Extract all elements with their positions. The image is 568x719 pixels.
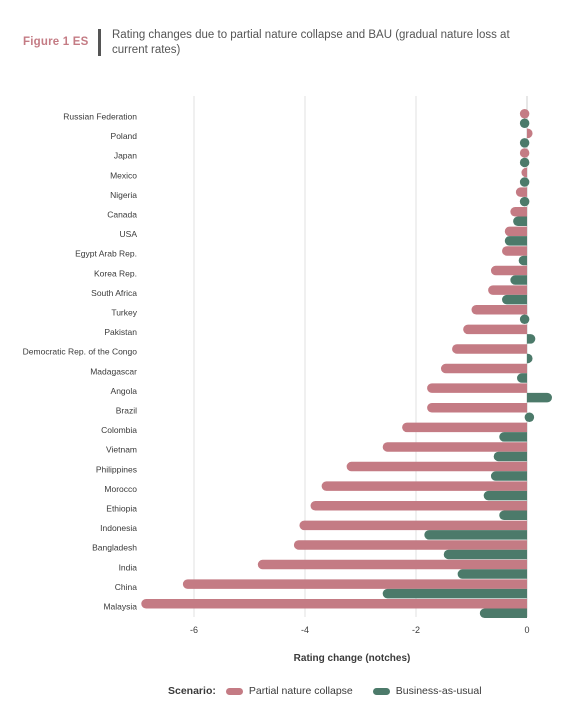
category-label: Morocco bbox=[104, 484, 137, 494]
bar-business-as-usual bbox=[527, 392, 552, 403]
bar-partial-nature-collapse bbox=[427, 383, 527, 393]
category-label: Russian Federation bbox=[63, 112, 137, 122]
bar-partial-nature-collapse bbox=[346, 461, 527, 472]
bar-business-as-usual bbox=[510, 275, 527, 285]
bar-partial-nature-collapse bbox=[299, 520, 527, 531]
category-label: USA bbox=[120, 229, 138, 239]
category-label: Japan bbox=[114, 151, 137, 161]
bar-business-as-usual bbox=[502, 294, 527, 305]
category-label: Egypt Arab Rep. bbox=[75, 249, 137, 259]
bar-partial-nature-collapse bbox=[321, 481, 527, 491]
bar-business-as-usual bbox=[517, 373, 527, 383]
bar-business-as-usual bbox=[519, 138, 530, 148]
bar-business-as-usual bbox=[490, 471, 527, 481]
category-label: Malaysia bbox=[103, 602, 137, 612]
bar-partial-nature-collapse bbox=[402, 422, 527, 433]
category-label: Vietnam bbox=[106, 445, 137, 455]
bar-business-as-usual bbox=[513, 216, 527, 226]
x-axis-title: Rating change (notches) bbox=[294, 653, 411, 664]
x-tick-label: -2 bbox=[412, 625, 420, 635]
x-tick-label: -4 bbox=[301, 625, 309, 635]
category-label: Korea Rep. bbox=[94, 268, 137, 278]
x-tick-label: 0 bbox=[524, 625, 529, 635]
category-label: Ethiopia bbox=[106, 504, 137, 514]
bar-business-as-usual bbox=[524, 412, 535, 423]
bar-partial-nature-collapse bbox=[382, 442, 527, 452]
bar-partial-nature-collapse bbox=[527, 128, 533, 139]
bar-partial-nature-collapse bbox=[471, 305, 527, 315]
category-label: India bbox=[119, 562, 138, 572]
bar-partial-nature-collapse bbox=[440, 363, 527, 374]
legend-label-bau: Business-as-usual bbox=[395, 685, 482, 697]
category-label: Colombia bbox=[101, 425, 137, 435]
bar-partial-nature-collapse bbox=[310, 501, 527, 511]
title-divider bbox=[98, 29, 101, 56]
category-label: Indonesia bbox=[100, 523, 137, 533]
x-tick-label: -6 bbox=[190, 625, 198, 635]
figure-title: Rating changes due to partial nature col… bbox=[112, 29, 510, 56]
bar-partial-nature-collapse bbox=[515, 187, 527, 197]
category-label: Canada bbox=[107, 210, 137, 220]
category-label: Democratic Rep. of the Congo bbox=[23, 347, 138, 357]
legend-swatch-collapse bbox=[225, 687, 243, 695]
bar-business-as-usual bbox=[504, 236, 527, 246]
category-label: Philippines bbox=[96, 464, 137, 474]
bar-business-as-usual bbox=[519, 314, 530, 324]
bar-business-as-usual bbox=[483, 490, 527, 501]
bar-partial-nature-collapse bbox=[427, 403, 527, 413]
category-label: Angola bbox=[111, 386, 138, 396]
bar-partial-nature-collapse bbox=[519, 109, 530, 119]
bar-partial-nature-collapse bbox=[257, 559, 527, 570]
legend-title: Scenario: bbox=[168, 685, 216, 697]
category-label: Brazil bbox=[116, 406, 137, 416]
bar-partial-nature-collapse bbox=[463, 324, 527, 335]
category-label: Bangladesh bbox=[92, 543, 137, 553]
bar-partial-nature-collapse bbox=[510, 207, 527, 217]
bar-business-as-usual bbox=[457, 569, 527, 579]
category-label: Poland bbox=[111, 131, 138, 141]
bar-business-as-usual bbox=[493, 451, 527, 462]
legend-item-business-as-usual: Business-as-usual bbox=[372, 685, 482, 697]
category-label: China bbox=[115, 582, 137, 592]
bar-partial-nature-collapse bbox=[504, 226, 527, 237]
bar-business-as-usual bbox=[479, 608, 527, 618]
category-label: South Africa bbox=[91, 288, 137, 298]
figure-label: Figure 1 ES bbox=[23, 36, 89, 48]
bar-business-as-usual bbox=[519, 196, 530, 207]
bar-partial-nature-collapse bbox=[182, 579, 527, 589]
bar-business-as-usual bbox=[527, 353, 533, 364]
bar-business-as-usual bbox=[518, 255, 527, 266]
bar-partial-nature-collapse bbox=[293, 540, 527, 550]
bar-business-as-usual bbox=[519, 157, 530, 168]
bar-business-as-usual bbox=[424, 530, 527, 540]
legend-item-partial-nature-collapse: Partial nature collapse bbox=[225, 685, 353, 697]
bar-business-as-usual bbox=[499, 432, 527, 442]
category-label: Turkey bbox=[111, 308, 137, 318]
bar-partial-nature-collapse bbox=[519, 148, 530, 158]
bar-partial-nature-collapse bbox=[521, 167, 527, 178]
bar-business-as-usual bbox=[527, 334, 536, 344]
category-label: Mexico bbox=[110, 170, 137, 180]
bar-business-as-usual bbox=[519, 177, 530, 187]
category-label: Madagascar bbox=[90, 366, 137, 376]
bar-business-as-usual bbox=[443, 549, 527, 560]
bar-partial-nature-collapse bbox=[490, 265, 527, 276]
bar-business-as-usual bbox=[499, 510, 527, 520]
category-label: Nigeria bbox=[110, 190, 137, 200]
bar-partial-nature-collapse bbox=[452, 344, 527, 354]
legend-label-collapse: Partial nature collapse bbox=[248, 685, 353, 697]
bar-partial-nature-collapse bbox=[141, 599, 527, 609]
category-label: Pakistan bbox=[104, 327, 137, 337]
legend-swatch-bau bbox=[372, 687, 390, 695]
legend: Scenario: Partial nature collapse Busine… bbox=[168, 682, 502, 700]
bar-partial-nature-collapse bbox=[502, 246, 527, 256]
bar-partial-nature-collapse bbox=[488, 285, 527, 295]
bar-business-as-usual bbox=[382, 588, 527, 599]
bar-business-as-usual bbox=[519, 118, 530, 128]
